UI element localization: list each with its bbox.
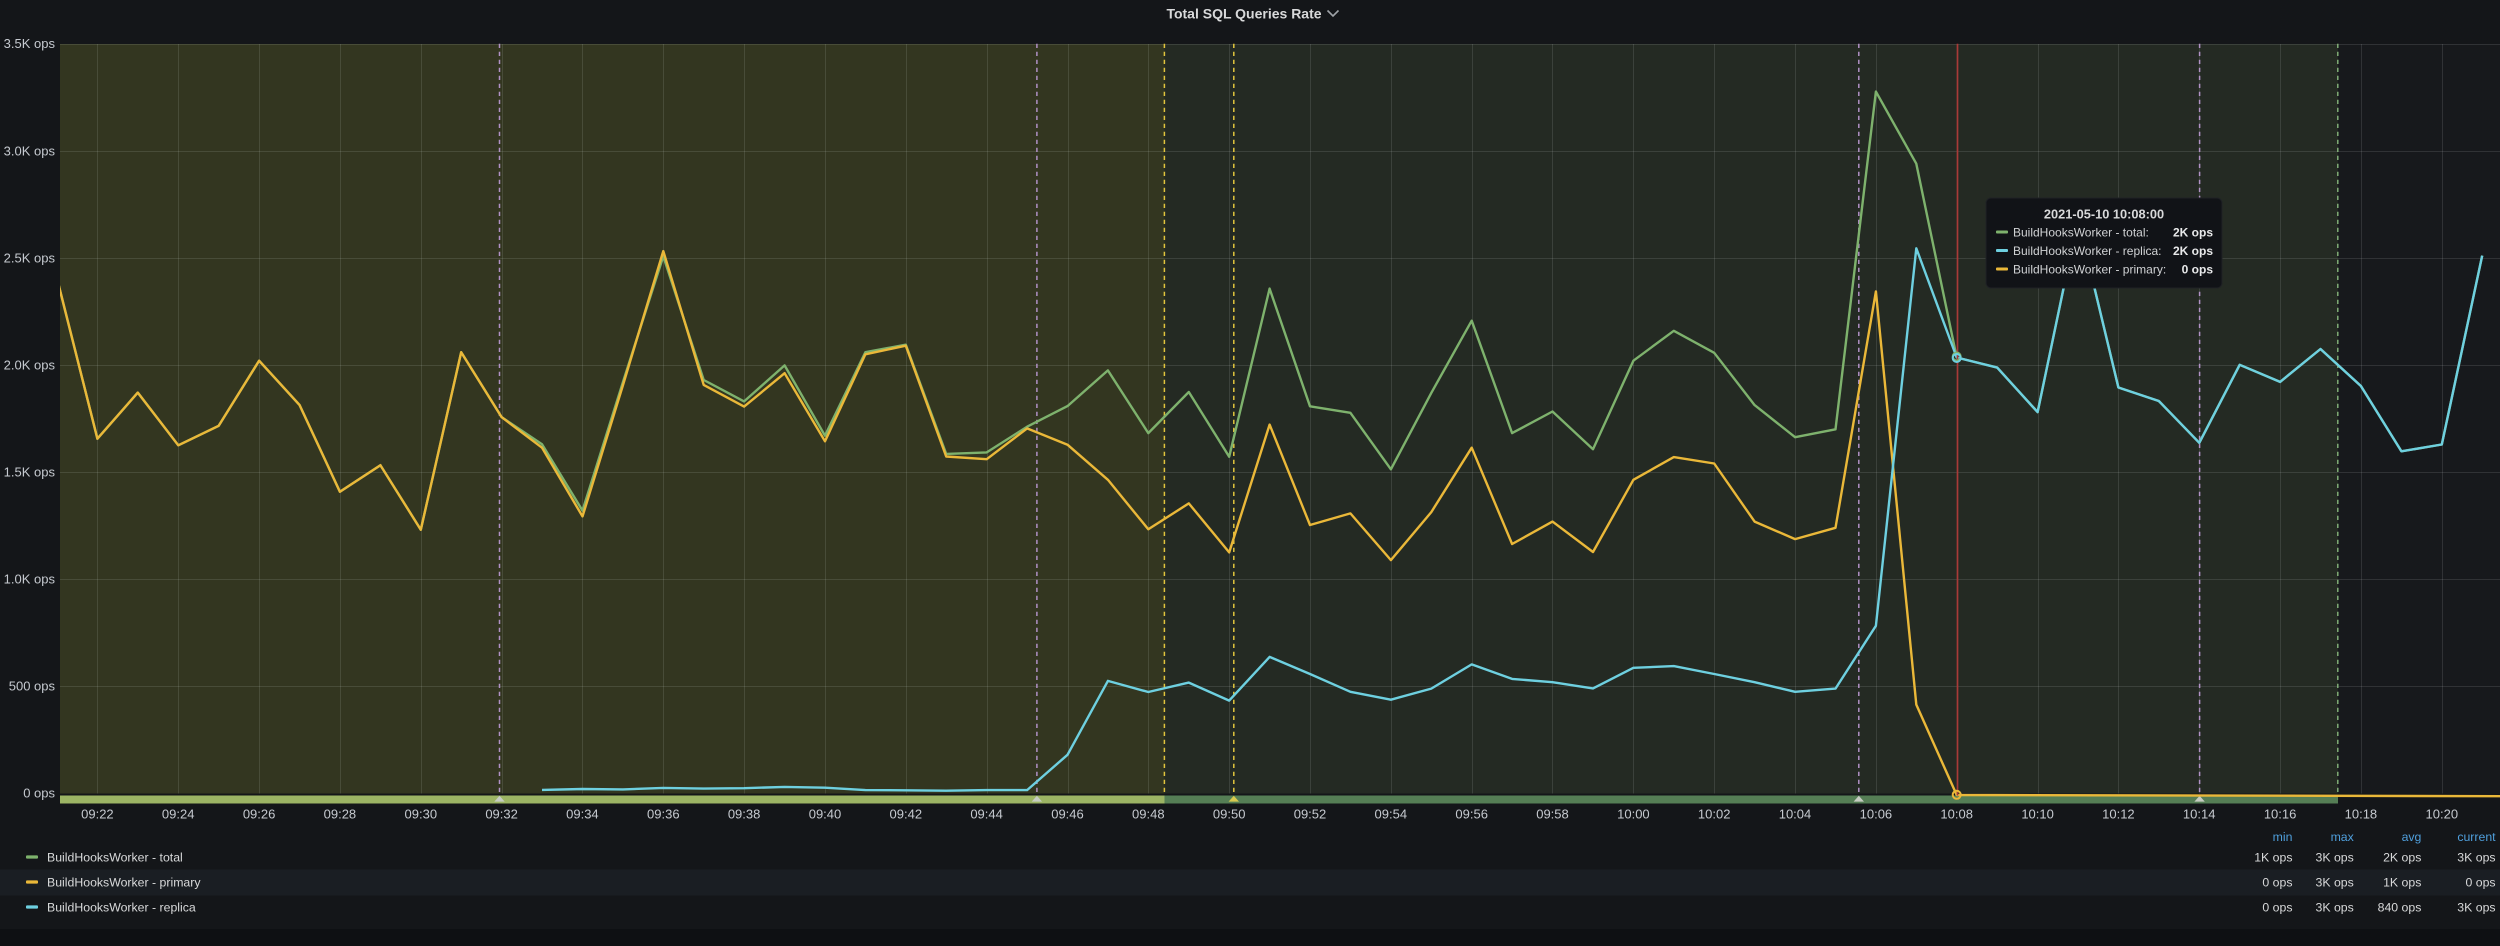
- svg-text:2.5K ops: 2.5K ops: [4, 250, 56, 265]
- svg-text:10:10: 10:10: [2021, 807, 2054, 822]
- svg-text:2.0K ops: 2.0K ops: [4, 357, 56, 372]
- svg-text:1K ops: 1K ops: [2254, 851, 2292, 865]
- svg-text:840 ops: 840 ops: [2378, 901, 2422, 915]
- svg-text:0 ops: 0 ops: [2262, 901, 2292, 915]
- svg-text:1K ops: 1K ops: [2383, 876, 2421, 890]
- svg-text:09:38: 09:38: [728, 807, 761, 822]
- svg-text:10:12: 10:12: [2102, 807, 2135, 822]
- svg-text:3K ops: 3K ops: [2457, 851, 2495, 865]
- svg-text:09:48: 09:48: [1132, 807, 1165, 822]
- svg-text:09:30: 09:30: [405, 807, 438, 822]
- svg-text:3.5K ops: 3.5K ops: [4, 36, 56, 51]
- svg-text:BuildHooksWorker - total:: BuildHooksWorker - total:: [2013, 226, 2149, 240]
- svg-text:Total SQL Queries Rate: Total SQL Queries Rate: [1166, 6, 1321, 22]
- svg-text:09:26: 09:26: [243, 807, 276, 822]
- svg-text:09:50: 09:50: [1213, 807, 1246, 822]
- svg-text:current: current: [2457, 830, 2496, 844]
- svg-text:0 ops: 0 ops: [23, 786, 55, 801]
- svg-text:10:02: 10:02: [1698, 807, 1731, 822]
- svg-text:0 ops: 0 ops: [2466, 876, 2496, 890]
- svg-text:BuildHooksWorker - primary: BuildHooksWorker - primary: [47, 876, 201, 890]
- svg-text:1.5K ops: 1.5K ops: [4, 465, 56, 480]
- svg-text:10:18: 10:18: [2345, 807, 2378, 822]
- svg-text:09:34: 09:34: [566, 807, 599, 822]
- svg-text:BuildHooksWorker - total: BuildHooksWorker - total: [47, 851, 183, 865]
- svg-text:3K ops: 3K ops: [2316, 851, 2354, 865]
- svg-text:09:40: 09:40: [809, 807, 842, 822]
- svg-text:3K ops: 3K ops: [2316, 901, 2354, 915]
- svg-text:10:04: 10:04: [1779, 807, 1812, 822]
- svg-text:2021-05-10 10:08:00: 2021-05-10 10:08:00: [2044, 207, 2164, 222]
- svg-text:09:46: 09:46: [1051, 807, 1084, 822]
- svg-text:10:06: 10:06: [1860, 807, 1893, 822]
- svg-text:500 ops: 500 ops: [9, 679, 56, 694]
- svg-text:09:52: 09:52: [1294, 807, 1327, 822]
- svg-text:BuildHooksWorker - replica: BuildHooksWorker - replica: [47, 901, 196, 915]
- svg-text:max: max: [2331, 830, 2355, 844]
- svg-text:avg: avg: [2402, 830, 2422, 844]
- svg-text:09:54: 09:54: [1375, 807, 1408, 822]
- svg-text:1.0K ops: 1.0K ops: [4, 572, 56, 587]
- svg-text:10:20: 10:20: [2426, 807, 2459, 822]
- svg-text:10:16: 10:16: [2264, 807, 2297, 822]
- svg-text:BuildHooksWorker - replica:: BuildHooksWorker - replica:: [2013, 244, 2162, 258]
- svg-text:10:00: 10:00: [1617, 807, 1650, 822]
- svg-text:2K ops: 2K ops: [2173, 226, 2213, 240]
- svg-text:3K ops: 3K ops: [2316, 876, 2354, 890]
- svg-text:BuildHooksWorker - primary:: BuildHooksWorker - primary:: [2013, 263, 2166, 277]
- svg-text:10:14: 10:14: [2183, 807, 2216, 822]
- svg-text:3.0K ops: 3.0K ops: [4, 143, 56, 158]
- svg-text:09:42: 09:42: [890, 807, 923, 822]
- svg-text:09:22: 09:22: [81, 807, 114, 822]
- svg-text:min: min: [2273, 830, 2293, 844]
- svg-text:09:24: 09:24: [162, 807, 195, 822]
- svg-text:2K ops: 2K ops: [2173, 244, 2213, 258]
- svg-text:2K ops: 2K ops: [2383, 851, 2421, 865]
- svg-text:09:56: 09:56: [1455, 807, 1488, 822]
- svg-text:0 ops: 0 ops: [2262, 876, 2292, 890]
- svg-text:0 ops: 0 ops: [2182, 263, 2214, 277]
- svg-text:09:58: 09:58: [1536, 807, 1569, 822]
- svg-text:09:36: 09:36: [647, 807, 680, 822]
- svg-text:3K ops: 3K ops: [2457, 901, 2495, 915]
- svg-text:09:44: 09:44: [970, 807, 1003, 822]
- svg-text:09:28: 09:28: [324, 807, 357, 822]
- svg-text:09:32: 09:32: [485, 807, 518, 822]
- svg-text:10:08: 10:08: [1940, 807, 1973, 822]
